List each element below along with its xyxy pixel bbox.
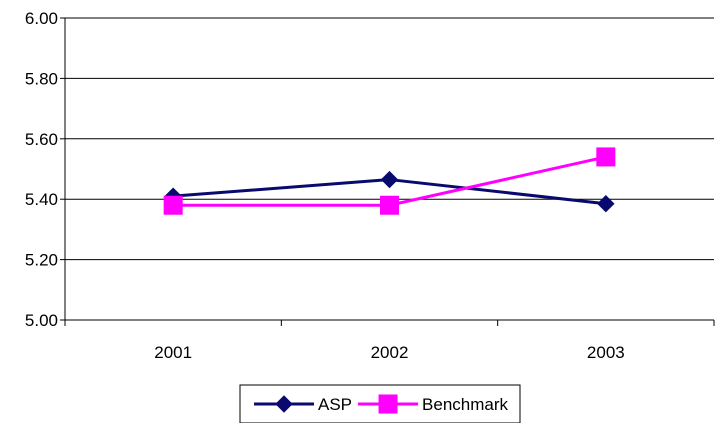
legend-marker bbox=[378, 394, 398, 414]
gridlines bbox=[65, 17, 714, 321]
y-tick-label: 5.00 bbox=[25, 311, 58, 330]
data-point bbox=[597, 195, 615, 213]
legend-label: ASP bbox=[318, 395, 352, 414]
x-tick-label: 2001 bbox=[154, 343, 192, 362]
y-tick-label: 5.80 bbox=[25, 69, 58, 88]
data-point bbox=[380, 170, 399, 189]
y-axis: 5.00 5.20 5.40 5.60 5.80 6.00 bbox=[25, 9, 66, 330]
data-point bbox=[163, 195, 183, 215]
data-point bbox=[380, 195, 399, 215]
legend: ASP Benchmark bbox=[239, 384, 521, 423]
y-tick-label: 5.40 bbox=[25, 190, 58, 209]
legend-item-benchmark: Benchmark bbox=[358, 394, 509, 414]
series-layer bbox=[163, 147, 616, 215]
x-tick-label: 2003 bbox=[587, 343, 625, 362]
legend-marker bbox=[275, 395, 293, 413]
series-benchmark bbox=[163, 147, 616, 215]
x-axis: 2001 2002 2003 bbox=[64, 320, 715, 362]
data-point bbox=[596, 147, 616, 167]
y-tick-label: 5.60 bbox=[25, 130, 58, 149]
y-tick-label: 5.20 bbox=[25, 251, 58, 270]
y-tick-label: 6.00 bbox=[25, 9, 58, 28]
legend-item-asp: ASP bbox=[254, 395, 352, 414]
x-tick-label: 2002 bbox=[371, 343, 409, 362]
legend-label: Benchmark bbox=[422, 395, 508, 414]
